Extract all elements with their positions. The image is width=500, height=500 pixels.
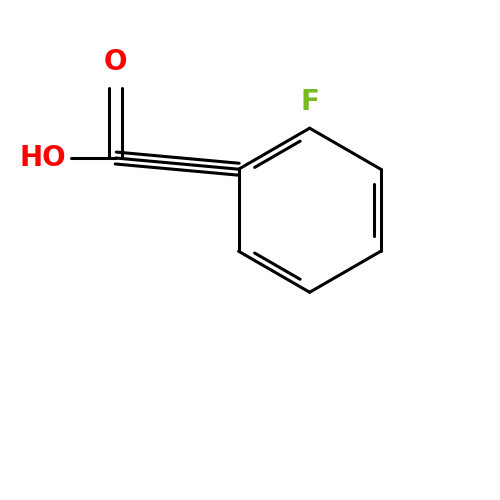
Text: F: F	[300, 88, 319, 116]
Text: O: O	[104, 48, 128, 76]
Text: HO: HO	[20, 144, 66, 172]
